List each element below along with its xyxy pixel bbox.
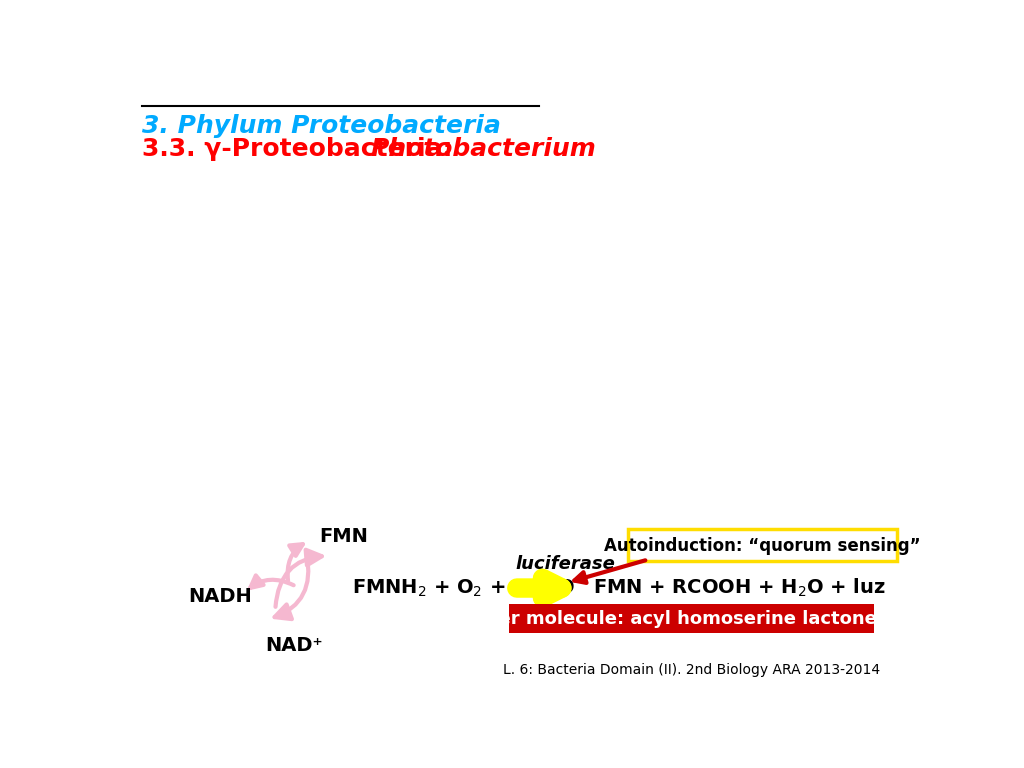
FancyArrowPatch shape (250, 575, 294, 588)
Text: Inducer molecule: acyl homoserine lactone (AHL): Inducer molecule: acyl homoserine lacton… (442, 610, 940, 628)
FancyArrowPatch shape (275, 550, 322, 607)
Text: FMNH$_2$ + O$_2$ + RCHO: FMNH$_2$ + O$_2$ + RCHO (352, 578, 575, 599)
FancyBboxPatch shape (628, 528, 897, 561)
Text: 3.3. γ-Proteobacteria:: 3.3. γ-Proteobacteria: (142, 137, 462, 161)
Text: L. 6: Bacteria Domain (II). 2nd Biology ARA 2013-2014: L. 6: Bacteria Domain (II). 2nd Biology … (503, 663, 880, 677)
Text: FMN: FMN (319, 527, 368, 546)
Text: NADH: NADH (188, 587, 252, 606)
Text: Photobacterium: Photobacterium (371, 137, 597, 161)
FancyArrowPatch shape (274, 554, 308, 619)
FancyArrowPatch shape (288, 545, 303, 581)
Text: FMN + RCOOH + H$_2$O + luz: FMN + RCOOH + H$_2$O + luz (593, 577, 886, 599)
Text: luciferase: luciferase (515, 555, 615, 574)
Text: Autoinduction: “quorum sensing”: Autoinduction: “quorum sensing” (603, 537, 921, 554)
Text: NAD⁺: NAD⁺ (265, 636, 323, 654)
FancyArrowPatch shape (517, 578, 562, 598)
FancyBboxPatch shape (509, 604, 873, 633)
FancyArrowPatch shape (574, 561, 645, 583)
Text: 3. Phylum Proteobacteria: 3. Phylum Proteobacteria (142, 114, 501, 137)
